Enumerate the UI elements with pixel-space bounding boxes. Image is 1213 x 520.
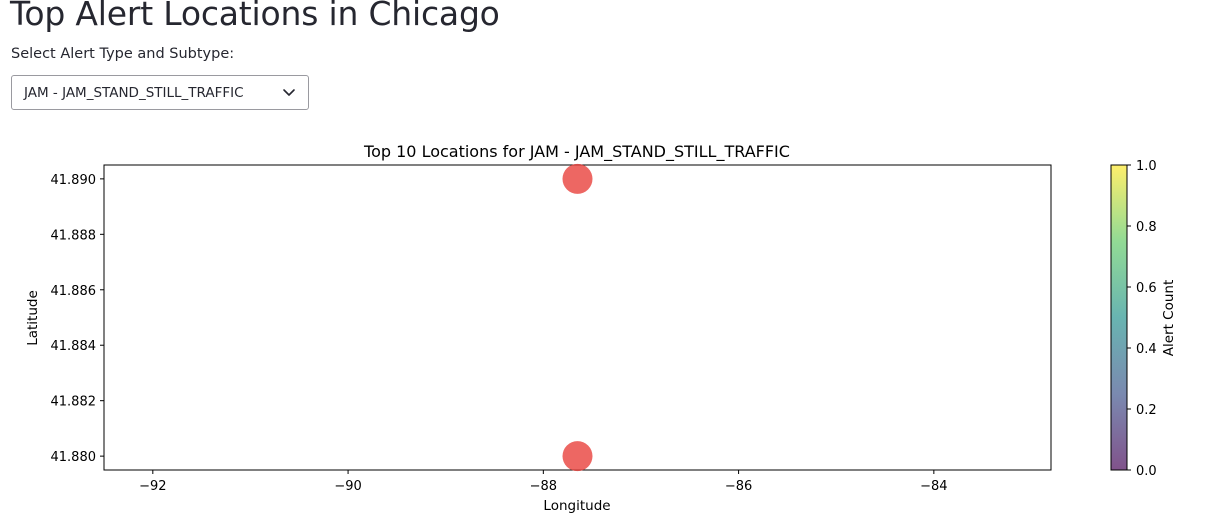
chevron-down-icon	[283, 89, 295, 96]
x-tick-label: −86	[725, 479, 752, 494]
colorbar-tick-label: 0.8	[1136, 220, 1157, 235]
alert-type-select[interactable]: JAM - JAM_STAND_STILL_TRAFFIC	[11, 75, 309, 110]
y-axis-label: Latitude	[25, 290, 41, 346]
x-tick-label: −88	[530, 479, 557, 494]
x-tick-label: −90	[334, 479, 361, 494]
chart-title: Top 10 Locations for JAM - JAM_STAND_STI…	[363, 142, 790, 162]
colorbar-tick-label: 0.2	[1136, 403, 1157, 418]
colorbar	[1110, 164, 1128, 471]
colorbar-tick-label: 0.0	[1136, 464, 1157, 479]
y-tick-label: 41.880	[51, 450, 97, 465]
colorbar-axis: 0.0 0.2 0.4 0.6 0.8 1.0	[1127, 159, 1157, 479]
colorbar-tick-label: 0.6	[1136, 281, 1157, 296]
colorbar-tick-label: 1.0	[1136, 159, 1157, 174]
alert-locations-chart: Top 10 Locations for JAM - JAM_STAND_STI…	[25, 142, 1177, 514]
page-title: Top Alert Locations in Chicago	[10, 0, 500, 33]
scatter-points	[562, 163, 593, 472]
colorbar-label: Alert Count	[1161, 280, 1177, 357]
y-tick-label: 41.884	[51, 339, 97, 354]
plot-area	[103, 164, 1052, 471]
alert-type-select-label: Select Alert Type and Subtype:	[11, 46, 235, 62]
x-axis-label: Longitude	[543, 498, 610, 514]
x-tick-label: −84	[920, 479, 947, 494]
colorbar-tick-label: 0.4	[1136, 342, 1157, 357]
y-tick-label: 41.890	[51, 173, 97, 188]
x-axis: −92 −90 −88 −86 −84	[139, 470, 948, 494]
y-axis: 41.880 41.882 41.884 41.886 41.888 41.890	[51, 173, 104, 465]
y-tick-label: 41.886	[51, 284, 97, 299]
alert-type-select-value: JAM - JAM_STAND_STILL_TRAFFIC	[24, 85, 244, 101]
data-point	[562, 441, 593, 472]
x-tick-label: −92	[139, 479, 166, 494]
y-tick-label: 41.882	[51, 395, 97, 410]
data-point	[562, 163, 593, 194]
y-tick-label: 41.888	[51, 228, 97, 243]
